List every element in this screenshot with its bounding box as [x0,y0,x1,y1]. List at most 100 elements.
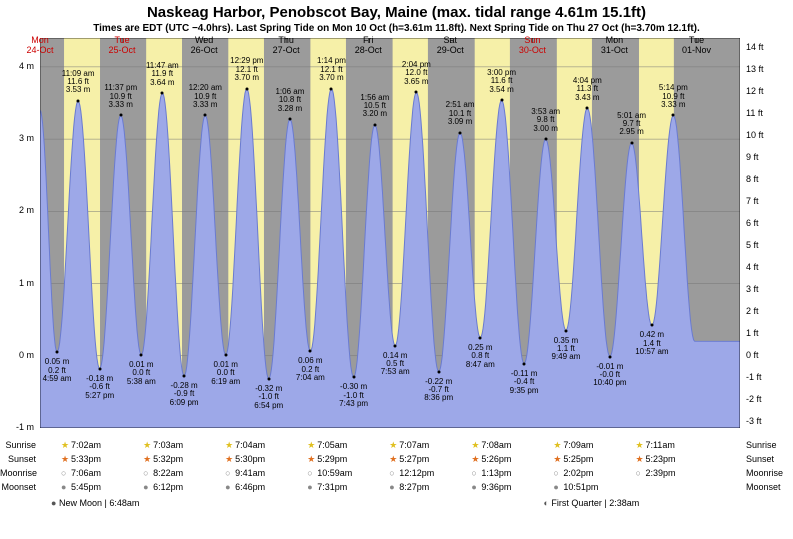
tide-point [352,376,355,379]
low-tide-label: -0.28 m-0.9 ft6:09 pm [170,382,199,407]
moonrise-time: ○7:06am [61,468,101,478]
tide-point [309,350,312,353]
moonset-time: ●6:12pm [143,482,183,492]
high-tide-label: 3:00 pm11.6 ft3.54 m [487,69,516,94]
high-tide-label: 1:14 pm12.1 ft3.70 m [317,57,346,82]
high-tide-label: 2:04 pm12.0 ft3.65 m [402,61,431,86]
chart-subtitle: Times are EDT (UTC −4.0hrs). Last Spring… [0,23,793,34]
sunset-time: ★5:26pm [471,454,511,465]
high-tide-label: 3:53 am9.8 ft3.00 m [531,108,560,133]
tide-point [119,114,122,117]
moonrise-row-label: Moonrise [0,468,36,478]
low-tide-label: -0.30 m-1.0 ft7:43 pm [339,383,368,408]
tide-point [161,91,164,94]
sunset-time: ★5:25pm [553,454,593,465]
low-tide-label: 0.25 m0.8 ft8:47 am [466,344,495,369]
sunrise-time: ★7:03am [143,440,183,451]
moonrise-time: ○9:41am [225,468,265,478]
date-label: Wed26-Oct [184,36,224,56]
sunset-time: ★5:33pm [61,454,101,465]
y-tick-ft: -3 ft [746,416,786,426]
high-tide-label: 11:47 am11.9 ft3.64 m [146,62,179,87]
y-tick-ft: -1 ft [746,372,786,382]
tide-chart-container: Naskeag Harbor, Penobscot Bay, Maine (ma… [0,0,793,539]
tide-point [56,351,59,354]
y-tick-ft: 2 ft [746,306,786,316]
y-tick-m: 0 m [0,350,34,360]
moon-phase-label: ● New Moon | 6:48am [51,498,139,508]
moonrise-time: ○1:13pm [471,468,511,478]
tide-point [204,114,207,117]
high-tide-label: 1:56 am10.5 ft3.20 m [360,94,389,119]
moonset-row-label-right: Moonset [746,482,793,492]
high-tide-label: 12:20 am10.9 ft3.33 m [189,84,222,109]
high-tide-label: 11:09 am11.6 ft3.53 m [62,70,95,95]
moonset-time: ●10:51pm [553,482,598,492]
y-tick-ft: 3 ft [746,284,786,294]
high-tide-label: 4:04 pm11.3 ft3.43 m [573,77,602,102]
tide-point [224,354,227,357]
sunrise-time: ★7:09am [553,440,593,451]
sunset-time: ★5:27pm [389,454,429,465]
low-tide-label: -0.11 m-0.4 ft9:35 pm [510,370,539,395]
y-tick-m: 1 m [0,278,34,288]
low-tide-label: 0.14 m0.5 ft7:53 am [381,352,410,377]
moonrise-time: ○10:59am [307,468,352,478]
high-tide-label: 5:14 pm10.9 ft3.33 m [659,84,688,109]
tide-point [437,370,440,373]
date-label: Mon31-Oct [594,36,634,56]
moonset-time: ●9:36pm [471,482,511,492]
date-label: Tue25-Oct [102,36,142,56]
sunrise-time: ★7:11am [635,440,674,451]
tide-point [98,367,101,370]
y-tick-ft: 0 ft [746,350,786,360]
low-tide-label: 0.01 m0.0 ft6:19 am [211,361,240,386]
tide-point [373,123,376,126]
moonrise-time: ○8:22am [143,468,183,478]
y-tick-m: 3 m [0,133,34,143]
sunset-row-label-right: Sunset [746,454,793,464]
y-tick-ft: 10 ft [746,130,786,140]
low-tide-label: -0.01 m-0.0 ft10:40 pm [593,363,626,388]
moonset-time: ●8:27pm [389,482,429,492]
tide-point [459,131,462,134]
y-tick-ft: 8 ft [746,174,786,184]
sunset-row-label: Sunset [0,454,36,464]
date-label: Fri28-Oct [348,36,388,56]
moonset-time: ●5:45pm [61,482,101,492]
tide-point [608,355,611,358]
y-tick-ft: 5 ft [746,240,786,250]
y-tick-ft: 13 ft [746,64,786,74]
tide-point [586,107,589,110]
tide-point [564,329,567,332]
y-tick-m: 2 m [0,205,34,215]
moonrise-row-label-right: Moonrise [746,468,793,478]
sunrise-time: ★7:02am [61,440,101,451]
high-tide-label: 12:29 pm12.1 ft3.70 m [230,57,263,82]
tide-point [672,114,675,117]
y-tick-ft: 14 ft [746,42,786,52]
low-tide-label: 0.06 m0.2 ft7:04 am [296,357,325,382]
tide-point [544,138,547,141]
chart-title: Naskeag Harbor, Penobscot Bay, Maine (ma… [0,4,793,21]
moon-phase-label: ◐ First Quarter | 2:38am [543,498,639,508]
low-tide-label: -0.32 m-1.0 ft6:54 pm [254,385,283,410]
high-tide-label: 11:37 pm10.9 ft3.33 m [104,84,137,109]
date-label: Thu27-Oct [266,36,306,56]
y-tick-ft: 4 ft [746,262,786,272]
date-label: Mon24-Oct [20,36,60,56]
sunrise-time: ★7:07am [389,440,429,451]
tide-point [183,375,186,378]
low-tide-label: -0.22 m-0.7 ft8:36 pm [424,378,453,403]
sunrise-row-label: Sunrise [0,440,36,450]
sunrise-row-label-right: Sunrise [746,440,793,450]
tide-point [267,377,270,380]
low-tide-label: -0.18 m-0.6 ft5:27 pm [85,375,114,400]
tide-point [288,117,291,120]
tide-point [245,87,248,90]
y-tick-m: -1 m [0,422,34,432]
low-tide-label: 0.01 m0.0 ft5:38 am [127,361,156,386]
sunset-time: ★5:32pm [143,454,183,465]
tide-point [523,362,526,365]
y-tick-ft: 11 ft [746,108,786,118]
